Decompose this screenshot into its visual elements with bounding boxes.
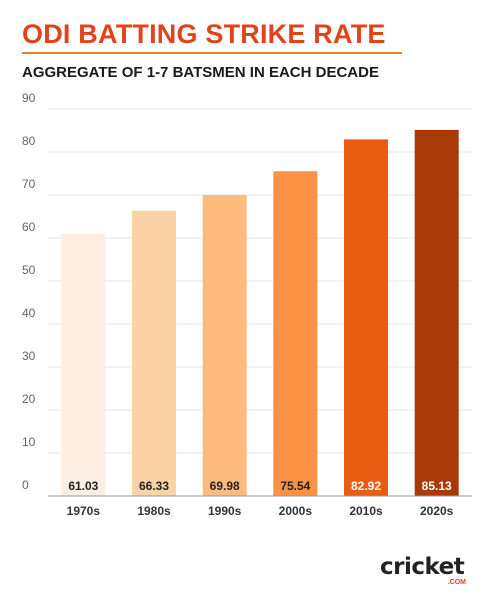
x-tick-label: 1970s (67, 504, 101, 518)
bar-2020s (414, 129, 459, 496)
y-tick-label: 90 (22, 91, 36, 105)
logo-wordmark: cricket (380, 554, 465, 580)
y-tick-label: 70 (22, 177, 36, 191)
x-tick-label: 1990s (208, 504, 242, 518)
data-label: 85.13 (422, 479, 452, 493)
data-label: 82.92 (351, 479, 381, 493)
logo-suffix: .COM (447, 579, 466, 586)
page-title: ODI BATTING STRIKE RATE (22, 19, 386, 49)
y-tick-label: 80 (22, 134, 36, 148)
bar-1990s (202, 195, 247, 496)
y-tick-label: 20 (22, 392, 36, 406)
data-label: 69.98 (210, 479, 240, 493)
y-tick-label: 60 (22, 220, 36, 234)
y-tick-label: 40 (22, 306, 36, 320)
bar-1970s (61, 233, 106, 496)
data-label: 61.03 (68, 479, 98, 493)
bar-2010s (344, 139, 388, 496)
bar-2000s (273, 171, 318, 496)
data-label: 66.33 (139, 479, 169, 493)
bar-1980s (132, 210, 176, 497)
y-tick-label: 0 (22, 478, 29, 492)
data-label: 75.54 (280, 479, 310, 493)
x-tick-label: 2010s (349, 504, 383, 518)
chart-subtitle: AGGREGATE OF 1-7 BATSMEN IN EACH DECADE (22, 64, 379, 81)
cricket-com-logo: cricket .COM (380, 553, 472, 589)
title-underline (22, 52, 402, 54)
y-tick-label: 50 (22, 263, 36, 277)
x-tick-label: 1980s (137, 504, 171, 518)
y-tick-label: 10 (22, 435, 36, 449)
x-tick-label: 2020s (420, 504, 454, 518)
x-tick-label: 2000s (279, 504, 313, 518)
y-tick-label: 30 (22, 349, 36, 363)
